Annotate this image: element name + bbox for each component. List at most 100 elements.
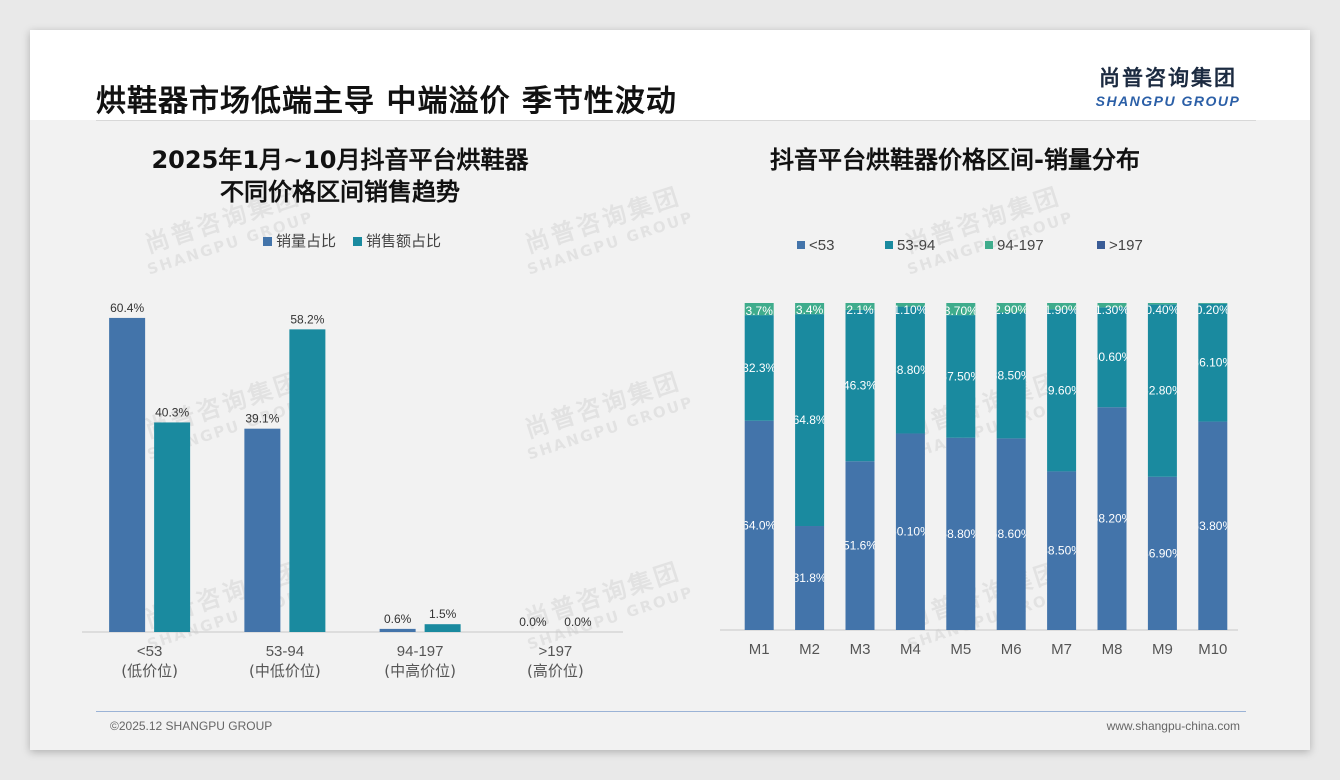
- category-label: 94-197: [397, 643, 444, 660]
- logo-en-text: SHANGPU GROUP: [1095, 93, 1241, 109]
- segment-label: 2.1%: [846, 303, 874, 317]
- category-sublabel: (高价位): [527, 662, 584, 680]
- segment-labels: 58.80% 37.50% 3.70%: [940, 304, 981, 541]
- stacked-segment: [1047, 309, 1077, 472]
- segment-labels: 63.80% 36.10% 0.20%: [1192, 303, 1233, 533]
- segment-label: 31.8%: [793, 571, 827, 585]
- legend-swatch: [885, 241, 893, 249]
- monthly-stacked-bar-chart: <53 53-94 94-197 >197 64.0% 32.3% 3.7% M1 31.8% 6…: [720, 237, 1238, 658]
- stacked-segment: [1198, 421, 1228, 630]
- segment-label: 37.50%: [940, 369, 981, 383]
- stacked-segment: [1147, 304, 1177, 477]
- segment-label: 30.60%: [1092, 350, 1133, 364]
- stacked-segment: [1198, 303, 1228, 304]
- legend-label: 销售额占比: [366, 232, 441, 250]
- legend-label: 94-197: [997, 237, 1044, 254]
- category-label: >197: [538, 643, 572, 660]
- category-label: M8: [1102, 641, 1123, 658]
- stacked-segment: [795, 314, 825, 527]
- slide: 烘鞋器市场低端主导 中端溢价 季节性波动 尚普咨询集团 SHANGPU GROU…: [30, 30, 1310, 750]
- legend-label: 销量占比: [276, 232, 336, 250]
- category-label: M10: [1198, 641, 1227, 658]
- segment-labels: 46.90% 52.80% 0.40%: [1142, 303, 1183, 560]
- segment-label: 38.80%: [890, 363, 931, 377]
- category-label: M6: [1001, 641, 1022, 658]
- stacked-segment: [1097, 303, 1127, 308]
- segment-label: 0.40%: [1145, 303, 1179, 317]
- company-logo: 尚普咨询集团 SHANGPU GROUP: [1088, 62, 1248, 109]
- segment-label: 46.3%: [843, 379, 877, 393]
- left-chart-title-line1: 2025年1月~10月抖音平台烘鞋器: [151, 146, 529, 174]
- stacked-segment: [744, 315, 774, 421]
- category-label: M2: [799, 641, 820, 658]
- category-sublabel: (中低价位): [249, 662, 321, 680]
- bar: [379, 628, 416, 632]
- left-chart-title-line2: 不同价格区间销售趋势: [220, 178, 460, 206]
- category-sublabel: (中高价位): [384, 662, 456, 680]
- price-range-bar-chart: 销量占比 销售额占比 60.4% 40.3% <53 (低价位) 39.1% 58.2% 53-…: [82, 232, 623, 680]
- right-chart-title: 抖音平台烘鞋器价格区间-销量分布: [770, 146, 1140, 174]
- segment-label: 1.10%: [893, 303, 927, 317]
- bar: [154, 422, 191, 632]
- segment-label: 48.50%: [1041, 544, 1082, 558]
- bar: [424, 624, 461, 632]
- legend-label: >197: [1109, 237, 1143, 254]
- data-label: 0.6%: [384, 612, 412, 626]
- segment-label: 3.70%: [944, 304, 978, 318]
- legend-label: <53: [809, 237, 834, 254]
- page-title: 烘鞋器市场低端主导 中端溢价 季节性波动: [96, 84, 677, 119]
- stacked-segment: [996, 303, 1026, 313]
- header-band: [30, 30, 1310, 120]
- segment-labels: 51.6% 46.3% 2.1%: [843, 303, 877, 553]
- stacked-segment: [1047, 471, 1077, 630]
- stacked-segment: [946, 315, 976, 438]
- segment-label: 52.80%: [1142, 384, 1183, 398]
- legend-swatch: [1097, 241, 1105, 249]
- segment-label: 64.0%: [742, 518, 776, 532]
- category-label: 53-94: [266, 643, 304, 660]
- segment-label: 3.4%: [796, 303, 824, 317]
- left-chart-title: 2025年1月~10月抖音平台烘鞋器 不同价格区间销售趋势: [130, 144, 550, 208]
- segment-label: 36.10%: [1192, 356, 1233, 370]
- category-sublabel: (低价位): [121, 662, 178, 680]
- stacked-segment: [1147, 303, 1177, 305]
- stacked-segment: [744, 420, 774, 630]
- category-label: M7: [1051, 641, 1072, 658]
- stacked-segment: [946, 437, 976, 630]
- stacked-segment: [895, 433, 925, 630]
- segment-label: 58.60%: [991, 527, 1032, 541]
- stacked-segment: [795, 303, 825, 315]
- segment-labels: 58.60% 38.50% 2.90%: [991, 303, 1032, 541]
- stacked-segment: [946, 303, 976, 316]
- segment-label: 3.7%: [746, 304, 774, 318]
- segment-label: 51.6%: [843, 539, 877, 553]
- stacked-segment: [845, 461, 875, 630]
- legend-swatch: [797, 241, 805, 249]
- header-divider: [96, 120, 1256, 121]
- segment-labels: 68.20% 30.60% 1.30%: [1092, 303, 1133, 526]
- category-label: M5: [950, 641, 971, 658]
- category-label: <53: [137, 643, 162, 660]
- segment-label: 49.60%: [1041, 383, 1082, 397]
- logo-cn-text: 尚普咨询集团: [1099, 66, 1237, 90]
- footer-copyright: ©2025.12 SHANGPU GROUP: [110, 719, 273, 733]
- data-label: 0.0%: [519, 615, 547, 629]
- legend-swatch: [353, 237, 362, 246]
- segment-label: 63.80%: [1192, 519, 1233, 533]
- bar: [109, 317, 146, 632]
- stacked-segment: [996, 312, 1026, 439]
- stacked-segment: [1097, 307, 1127, 408]
- segment-labels: 48.50% 49.60% 1.90%: [1041, 303, 1082, 558]
- legend-swatch: [263, 237, 272, 246]
- segment-label: 60.10%: [890, 525, 931, 539]
- data-label: 60.4%: [110, 301, 144, 315]
- category-label: M3: [850, 641, 871, 658]
- stacked-segment: [1047, 303, 1077, 310]
- segment-label: 2.90%: [994, 303, 1028, 317]
- segment-label: 58.80%: [940, 527, 981, 541]
- segment-label: 64.8%: [793, 413, 827, 427]
- segment-label: 1.90%: [1045, 303, 1079, 317]
- legend-swatch: [985, 241, 993, 249]
- segment-labels: 64.0% 32.3% 3.7%: [742, 304, 776, 532]
- segment-label: 68.20%: [1092, 512, 1133, 526]
